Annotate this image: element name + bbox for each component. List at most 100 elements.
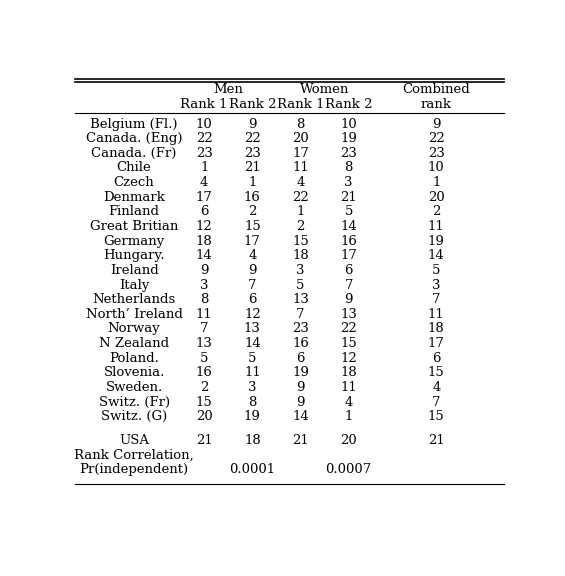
Text: 13: 13 (195, 337, 212, 350)
Text: 19: 19 (292, 366, 309, 380)
Text: 12: 12 (340, 352, 357, 365)
Text: Denmark: Denmark (103, 191, 165, 204)
Text: Italy: Italy (119, 279, 149, 291)
Text: 7: 7 (200, 323, 208, 335)
Text: 9: 9 (200, 264, 208, 277)
Text: 14: 14 (196, 249, 212, 262)
Text: 18: 18 (196, 234, 212, 248)
Text: 2: 2 (296, 220, 305, 233)
Text: 17: 17 (340, 249, 357, 262)
Text: 18: 18 (428, 323, 445, 335)
Text: 16: 16 (195, 366, 212, 380)
Text: 21: 21 (428, 434, 445, 447)
Text: 21: 21 (244, 161, 260, 175)
Text: Pr(independent): Pr(independent) (80, 463, 189, 476)
Text: Belgium (Fl.): Belgium (Fl.) (90, 118, 178, 131)
Text: Switz. (Fr): Switz. (Fr) (98, 396, 170, 408)
Text: Chile: Chile (117, 161, 151, 175)
Text: 21: 21 (340, 191, 357, 204)
Text: 3: 3 (432, 279, 441, 291)
Text: 4: 4 (200, 176, 208, 189)
Text: 12: 12 (244, 308, 260, 321)
Text: 6: 6 (432, 352, 441, 365)
Text: Great Britian: Great Britian (90, 220, 179, 233)
Text: 11: 11 (340, 381, 357, 394)
Text: Hungary.: Hungary. (103, 249, 165, 262)
Text: 9: 9 (296, 381, 305, 394)
Text: 22: 22 (292, 191, 309, 204)
Text: 23: 23 (340, 147, 357, 160)
Text: 14: 14 (244, 337, 260, 350)
Text: 7: 7 (432, 293, 441, 306)
Text: 22: 22 (196, 132, 212, 145)
Text: 15: 15 (196, 396, 212, 408)
Text: 5: 5 (200, 352, 208, 365)
Text: 3: 3 (248, 381, 257, 394)
Text: 2: 2 (432, 206, 441, 218)
Text: 1: 1 (200, 161, 208, 175)
Text: 15: 15 (292, 234, 309, 248)
Text: 18: 18 (244, 434, 260, 447)
Text: 9: 9 (432, 118, 441, 131)
Text: 17: 17 (195, 191, 212, 204)
Text: Sweden.: Sweden. (106, 381, 163, 394)
Text: 15: 15 (244, 220, 260, 233)
Text: 1: 1 (432, 176, 441, 189)
Text: 18: 18 (292, 249, 309, 262)
Text: 16: 16 (244, 191, 261, 204)
Text: 3: 3 (345, 176, 353, 189)
Text: 21: 21 (292, 434, 309, 447)
Text: 17: 17 (244, 234, 261, 248)
Text: Slovenia.: Slovenia. (103, 366, 165, 380)
Text: 10: 10 (428, 161, 445, 175)
Text: 23: 23 (428, 147, 445, 160)
Text: 9: 9 (345, 293, 353, 306)
Text: 0.0007: 0.0007 (325, 463, 372, 476)
Text: 11: 11 (428, 220, 445, 233)
Text: 22: 22 (340, 323, 357, 335)
Text: Combined: Combined (402, 84, 470, 96)
Text: 19: 19 (340, 132, 357, 145)
Text: 19: 19 (428, 234, 445, 248)
Text: 23: 23 (195, 147, 212, 160)
Text: 23: 23 (292, 323, 309, 335)
Text: 20: 20 (196, 410, 212, 423)
Text: Rank 2: Rank 2 (229, 98, 276, 111)
Text: Netherlands: Netherlands (93, 293, 176, 306)
Text: 3: 3 (296, 264, 305, 277)
Text: 6: 6 (345, 264, 353, 277)
Text: 5: 5 (296, 279, 305, 291)
Text: 9: 9 (296, 396, 305, 408)
Text: 6: 6 (296, 352, 305, 365)
Text: 1: 1 (248, 176, 257, 189)
Text: Ireland: Ireland (110, 264, 159, 277)
Text: 18: 18 (340, 366, 357, 380)
Text: USA: USA (119, 434, 149, 447)
Text: 20: 20 (292, 132, 309, 145)
Text: 4: 4 (432, 381, 441, 394)
Text: 14: 14 (292, 410, 309, 423)
Text: 23: 23 (244, 147, 261, 160)
Text: 17: 17 (292, 147, 309, 160)
Text: 19: 19 (244, 410, 261, 423)
Text: 4: 4 (296, 176, 305, 189)
Text: Norway: Norway (108, 323, 160, 335)
Text: 22: 22 (428, 132, 445, 145)
Text: 6: 6 (248, 293, 257, 306)
Text: 13: 13 (292, 293, 309, 306)
Text: 8: 8 (200, 293, 208, 306)
Text: 11: 11 (244, 366, 260, 380)
Text: Canada. (Fr): Canada. (Fr) (92, 147, 177, 160)
Text: 22: 22 (244, 132, 260, 145)
Text: 21: 21 (196, 434, 212, 447)
Text: 20: 20 (340, 434, 357, 447)
Text: Finland: Finland (108, 206, 160, 218)
Text: 8: 8 (248, 396, 257, 408)
Text: 2: 2 (248, 206, 257, 218)
Text: 6: 6 (200, 206, 208, 218)
Text: 15: 15 (428, 366, 445, 380)
Text: 10: 10 (196, 118, 212, 131)
Text: Poland.: Poland. (109, 352, 159, 365)
Text: 5: 5 (345, 206, 353, 218)
Text: 5: 5 (248, 352, 257, 365)
